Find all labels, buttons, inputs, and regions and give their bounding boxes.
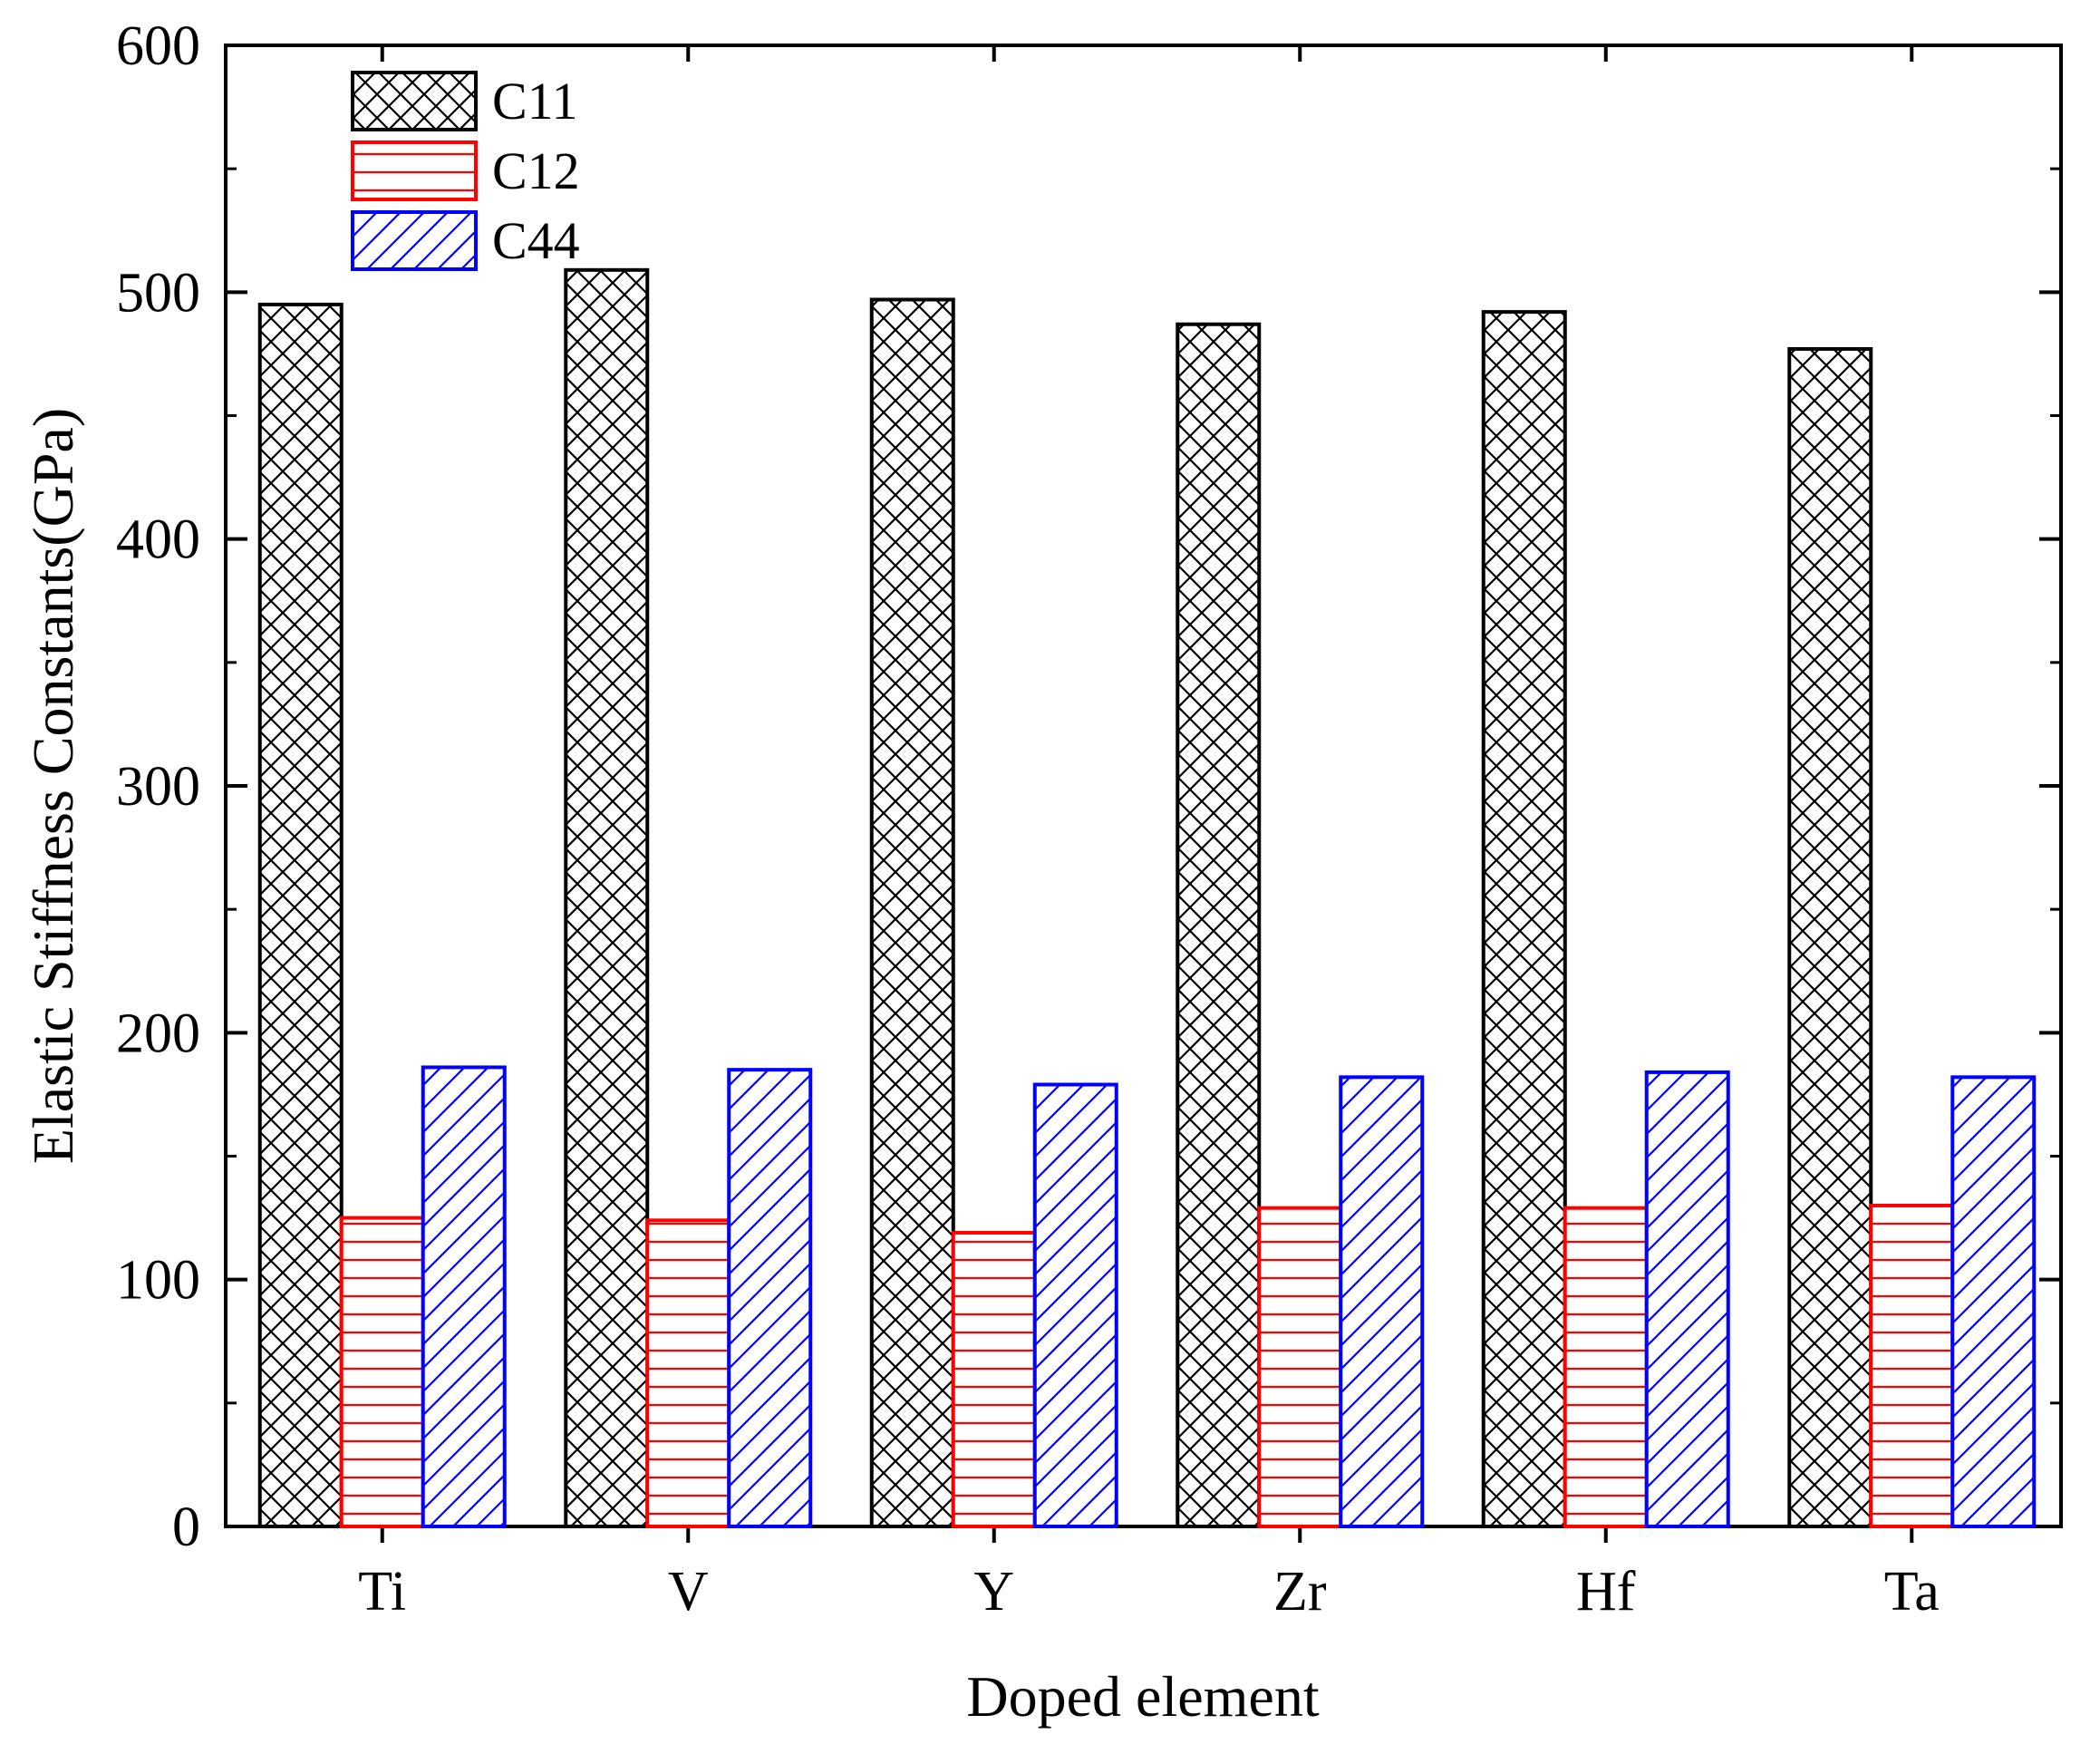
bar-c12-zr [1257,1206,1343,1528]
bar-c12-y [951,1230,1037,1528]
legend: C11 C12 C44 [351,71,580,271]
y-tick-label: 200 [116,1003,200,1064]
x-tick-label: Zr [1273,1561,1327,1623]
legend-label-c11: C11 [492,72,578,131]
bar-c11-zr [1176,322,1262,1528]
bars-layer [257,267,2037,1529]
legend-label-c12: C12 [492,141,580,200]
y-axis: 0 100 200 300 400 500 600 [116,15,2061,1558]
y-tick-label: 300 [116,756,200,818]
bar-c11-hf [1481,310,1567,1528]
legend-label-c44: C44 [492,211,580,270]
y-tick-label: 400 [116,509,200,571]
legend-swatch-c12 [351,140,478,201]
x-tick-label: V [668,1561,709,1623]
bar-c11-v [564,267,650,1528]
x-tick-label: Hf [1576,1561,1636,1623]
bar-c11-y [869,297,955,1529]
y-tick-label: 600 [116,15,200,77]
legend-swatch-c11 [351,71,478,131]
bar-c12-ti [339,1216,425,1529]
x-tick-label: Ti [358,1561,406,1623]
x-axis: Ti V Y Zr Hf Ta [358,45,1940,1623]
y-tick-label: 0 [172,1497,200,1558]
bar-c12-v [645,1218,731,1528]
bar-c12-hf [1563,1206,1649,1528]
y-tick-label: 100 [116,1250,200,1312]
bar-c44-y [1032,1082,1118,1528]
y-axis-title: Elastic Stiffness Constants(GPa) [21,408,85,1164]
y-tick-label: 500 [116,262,200,324]
bar-c44-hf [1644,1070,1730,1528]
bar-c44-ti [421,1065,507,1528]
x-tick-label: Y [973,1561,1014,1623]
legend-swatch-c44 [351,210,478,271]
bar-c12-ta [1869,1203,1955,1528]
bar-c44-zr [1339,1075,1425,1529]
x-axis-title: Doped element [966,1664,1319,1729]
bar-c44-v [727,1068,813,1529]
x-tick-label: Ta [1884,1561,1940,1623]
bar-c44-ta [1950,1075,2037,1529]
bar-c11-ta [1787,346,1873,1529]
bar-c11-ti [257,302,344,1529]
